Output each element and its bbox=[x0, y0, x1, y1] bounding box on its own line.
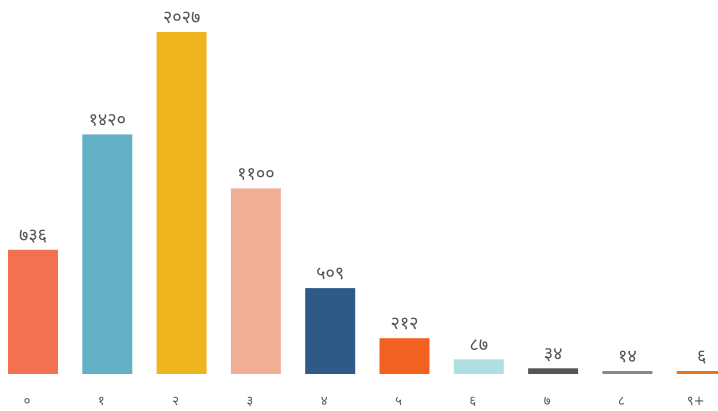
bar-5 bbox=[379, 338, 430, 374]
value-label-2: २०२७ bbox=[163, 7, 200, 28]
x-tick-label-8: ८ bbox=[618, 394, 625, 409]
value-label-6: ८७ bbox=[469, 334, 488, 355]
x-tick-label-9: ९+ bbox=[687, 394, 705, 409]
x-tick-label-0: ० bbox=[24, 394, 31, 409]
bar-2 bbox=[156, 32, 207, 374]
x-tick-label-5: ५ bbox=[395, 394, 402, 409]
value-label-3: ११०० bbox=[237, 163, 274, 184]
value-label-4: ५०९ bbox=[316, 263, 344, 284]
bar-0 bbox=[8, 249, 58, 374]
bars-group bbox=[8, 32, 718, 374]
x-tick-label-4: ४ bbox=[321, 394, 328, 409]
bar-9 bbox=[676, 371, 718, 374]
x-tick-label-6: ६ bbox=[469, 394, 476, 409]
x-tick-labels-group: ० १ २ ३ ४ ५ ६ ७ ८ ९+ bbox=[24, 394, 705, 409]
value-label-8: १४ bbox=[618, 346, 637, 367]
value-labels-group: ७३६ १४२० २०२७ ११०० ५०९ २१२ ८७ ३४ १४ ६ bbox=[19, 7, 706, 367]
bar-6 bbox=[453, 359, 504, 374]
value-label-0: ७३६ bbox=[19, 225, 47, 246]
bar-4 bbox=[305, 288, 356, 374]
bar-1 bbox=[82, 134, 133, 374]
value-label-9: ६ bbox=[697, 346, 706, 367]
bar-8 bbox=[602, 371, 653, 374]
value-label-5: २१२ bbox=[390, 313, 418, 334]
x-tick-label-2: २ bbox=[172, 394, 179, 409]
value-label-1: १४२० bbox=[89, 109, 126, 130]
bar-7 bbox=[528, 368, 579, 374]
x-tick-label-3: ३ bbox=[247, 394, 254, 409]
bar-3 bbox=[230, 188, 281, 374]
value-label-7: ३४ bbox=[544, 343, 563, 364]
x-tick-label-1: १ bbox=[98, 394, 105, 409]
x-tick-label-7: ७ bbox=[544, 394, 551, 409]
